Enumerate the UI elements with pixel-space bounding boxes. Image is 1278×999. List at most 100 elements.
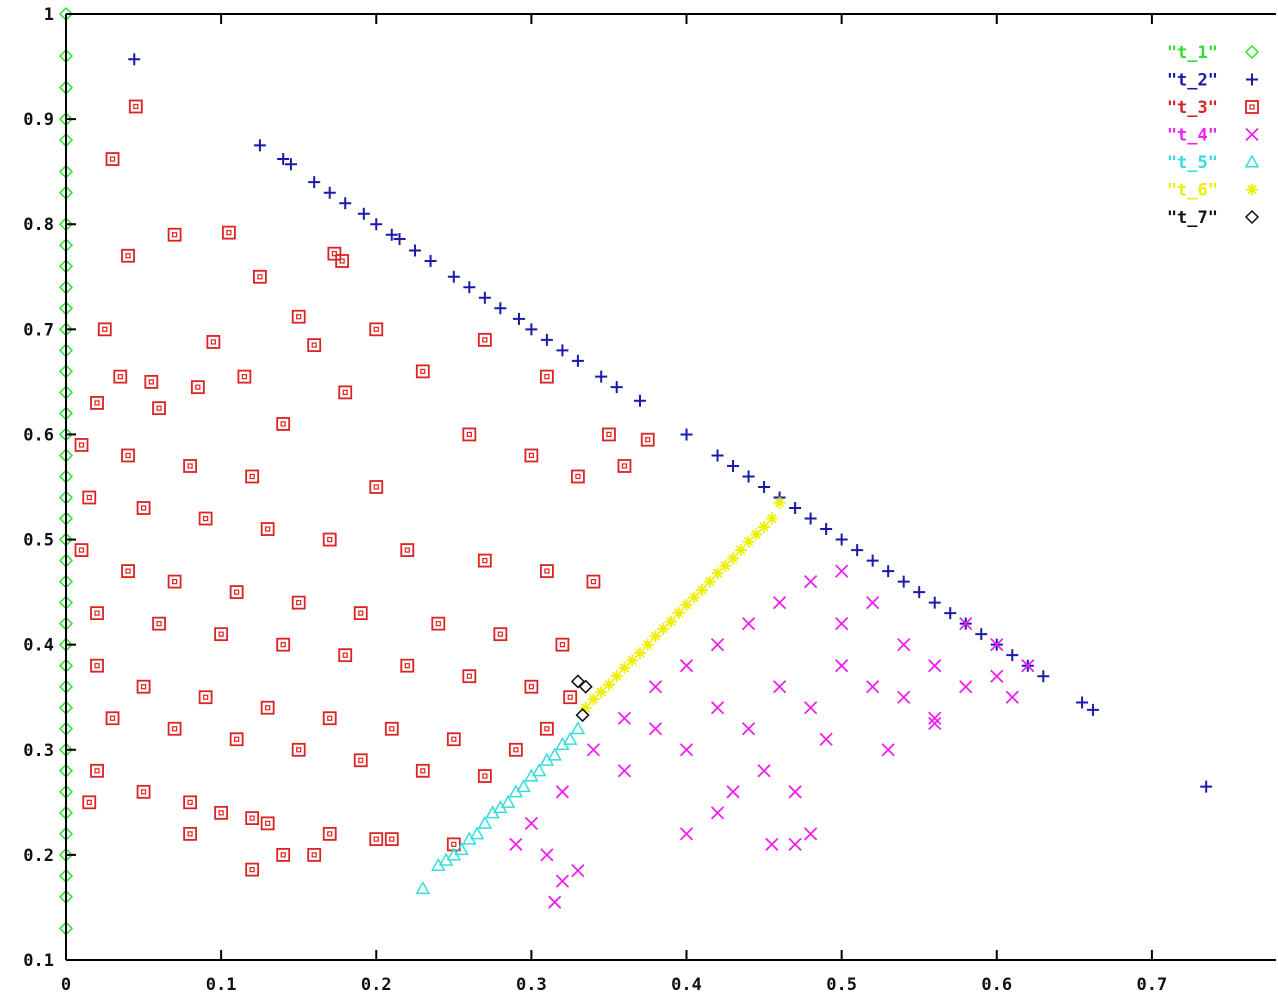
data-point-t2 <box>323 186 336 199</box>
data-point-t2 <box>897 575 910 588</box>
data-point-t3 <box>260 816 275 831</box>
data-point-t3 <box>105 711 120 726</box>
data-point-t3 <box>113 369 128 384</box>
series-t3 <box>74 99 655 877</box>
data-point-t3 <box>462 427 477 442</box>
data-point-t3 <box>121 564 135 578</box>
data-point-t2 <box>944 607 957 620</box>
x-tick-label: 0.6 <box>981 975 1012 995</box>
data-point-t5 <box>469 826 485 840</box>
data-point-t2 <box>540 333 553 346</box>
data-point-t3 <box>82 490 97 505</box>
y-tick-label: 0.8 <box>23 215 54 235</box>
data-point-t3 <box>245 862 260 877</box>
y-tick-label: 0.7 <box>23 320 54 340</box>
data-point-t3 <box>322 826 337 841</box>
data-point-t3 <box>539 721 554 736</box>
data-point-t6 <box>742 535 755 548</box>
data-point-t4 <box>928 711 942 725</box>
data-point-t3 <box>369 480 384 494</box>
data-point-t3 <box>462 669 477 684</box>
data-point-t3 <box>640 432 655 447</box>
data-point-t3 <box>152 616 166 631</box>
data-point-t6 <box>595 685 608 698</box>
data-point-t6 <box>773 496 786 509</box>
data-point-t6 <box>618 661 631 674</box>
data-point-t3 <box>400 543 415 557</box>
data-point-t4 <box>866 595 880 610</box>
legend-label-t6: "t_6" <box>1167 181 1218 201</box>
data-point-t2 <box>385 228 398 241</box>
data-point-t3 <box>335 254 350 268</box>
data-point-t4 <box>648 680 663 694</box>
data-point-t4 <box>586 743 601 757</box>
legend-label-t7: "t_7" <box>1167 208 1218 228</box>
data-point-t3 <box>307 847 322 862</box>
data-point-t2 <box>463 281 476 294</box>
data-point-t6 <box>665 615 677 628</box>
data-point-t2 <box>727 459 740 472</box>
data-point-t6 <box>696 584 709 597</box>
legend-marker-t5 <box>1244 154 1260 168</box>
data-point-t3 <box>229 585 244 600</box>
data-point-t3 <box>338 648 353 663</box>
series-t4 <box>509 564 1035 909</box>
data-point-t3 <box>322 711 337 726</box>
data-point-t4 <box>571 864 585 878</box>
data-point-t4 <box>803 574 818 589</box>
legend-marker-t4 <box>1245 127 1259 142</box>
data-point-t6 <box>703 575 716 588</box>
data-point-t2 <box>633 394 646 407</box>
legend-label-t4: "t_4" <box>1167 126 1218 146</box>
data-point-t4 <box>757 764 771 778</box>
data-point-t4 <box>548 895 562 909</box>
data-point-t6 <box>657 622 670 635</box>
data-point-t2 <box>339 197 352 210</box>
data-point-t7 <box>575 708 590 723</box>
data-point-t5 <box>500 794 516 808</box>
legend-marker-t3 <box>1245 100 1259 114</box>
data-point-t2 <box>820 523 833 536</box>
data-point-t5 <box>547 747 562 761</box>
data-point-t5 <box>516 779 531 793</box>
data-point-t6 <box>633 647 646 660</box>
data-point-t3 <box>477 553 492 568</box>
chart-marks <box>58 6 1213 936</box>
data-point-t3 <box>353 606 368 621</box>
data-point-t2 <box>424 255 437 268</box>
y-tick-label: 1 <box>44 5 54 25</box>
data-point-t2 <box>928 596 941 609</box>
data-point-t2 <box>595 370 608 383</box>
data-point-t3 <box>105 152 120 166</box>
data-point-t2 <box>913 586 926 599</box>
x-tick-label: 0.7 <box>1137 975 1168 995</box>
data-point-t3 <box>563 690 578 705</box>
y-tick-label: 0.6 <box>23 425 54 445</box>
data-point-t2 <box>409 244 422 257</box>
data-point-t3 <box>539 564 554 578</box>
data-point-t4 <box>524 816 539 830</box>
data-point-t4 <box>1005 690 1019 704</box>
data-point-t4 <box>928 659 942 673</box>
data-point-t3 <box>369 322 384 337</box>
data-point-t4 <box>741 722 756 736</box>
data-point-t3 <box>74 438 89 452</box>
data-point-t3 <box>446 732 461 747</box>
data-point-t3 <box>291 309 306 324</box>
series-t5 <box>415 721 586 895</box>
data-point-t6 <box>750 528 763 541</box>
data-point-t6 <box>680 598 693 611</box>
legend-label-t3: "t_3" <box>1167 98 1218 118</box>
data-point-t3 <box>586 574 601 589</box>
data-point-t2 <box>804 512 817 525</box>
data-point-t4 <box>819 732 833 746</box>
data-point-t3 <box>276 637 291 652</box>
data-point-t3 <box>152 401 166 416</box>
data-point-t4 <box>1021 659 1035 673</box>
series-t2 <box>128 53 1213 793</box>
data-point-t6 <box>626 654 639 667</box>
data-point-t2 <box>975 628 988 641</box>
legend-marker-t6 <box>1246 183 1258 196</box>
data-point-t3 <box>327 246 342 261</box>
